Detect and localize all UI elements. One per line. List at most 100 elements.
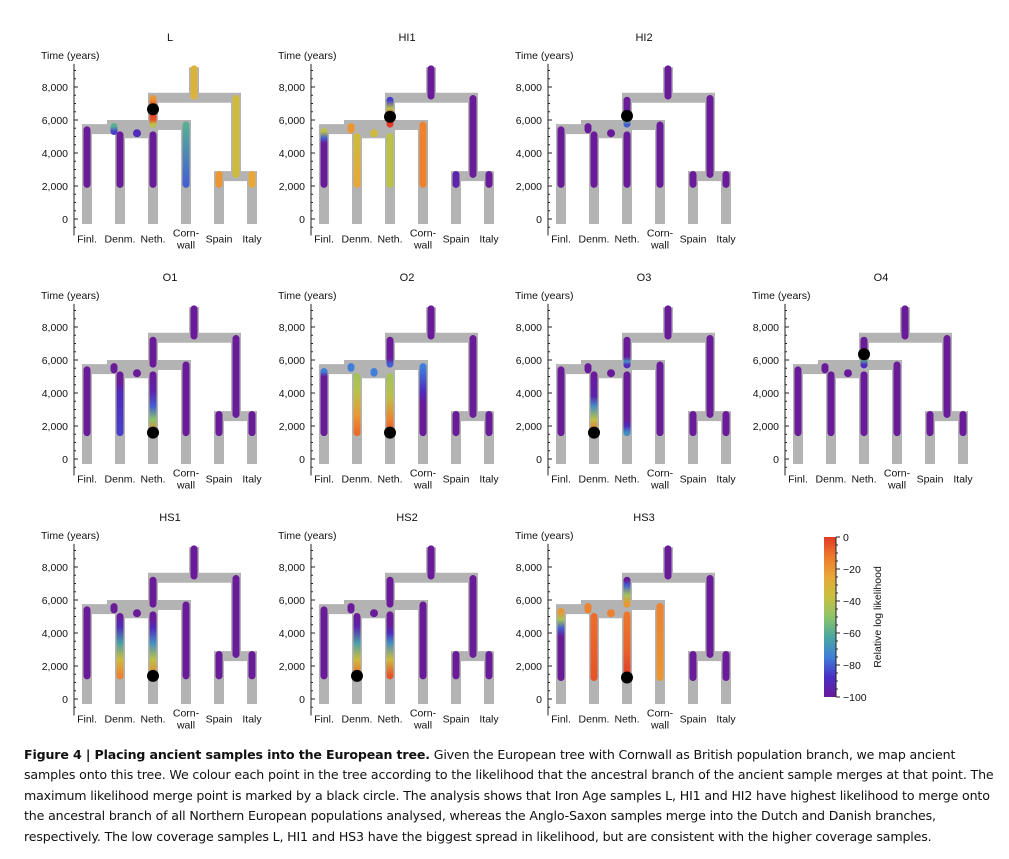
leaf-label: Denm. — [342, 234, 373, 246]
y-tick-label: 0 — [536, 454, 542, 466]
leaf-label: Corn- — [410, 228, 437, 240]
y-tick-label: 4,000 — [42, 148, 68, 160]
y-tick-label: 0 — [62, 694, 68, 706]
y-tick-label: 8,000 — [279, 82, 305, 94]
y-tick-label: 6,000 — [42, 355, 68, 367]
caption-title: Figure 4 | Placing ancient samples into … — [24, 747, 430, 762]
panel-title: HI2 — [635, 32, 652, 44]
branch-likelihood-dn — [133, 609, 141, 618]
tree-panel-o4: O4 Time (years) 0 2,000 4,000 6,000 8,000 Finl.… — [752, 272, 973, 492]
figure-panels: L Time (years) 0 2,000 4,000 6,000 8,000 Finl. D… — [41, 32, 973, 732]
branch-likelihood-dn — [607, 609, 615, 618]
colorbar-bar — [824, 537, 836, 697]
leaf-label: Corn- — [647, 468, 674, 480]
y-tick-label: 2,000 — [279, 181, 305, 193]
y-tick-label: 4,000 — [516, 148, 542, 160]
leaf-label: Italy — [716, 714, 736, 726]
y-tick-label: 0 — [536, 694, 542, 706]
panel-title: HS2 — [396, 512, 417, 524]
leaf-label: Italy — [716, 474, 736, 486]
mle-merge-point — [621, 671, 633, 684]
leaf-label: Denm. — [579, 234, 610, 246]
branch-likelihood-dn — [133, 129, 141, 138]
y-tick-label: 4,000 — [279, 628, 305, 640]
leaf-label: Denm. — [579, 474, 610, 486]
mle-merge-point — [147, 103, 159, 116]
leaf-label: wall — [413, 240, 432, 252]
leaf-label: Finl. — [551, 234, 571, 246]
colorbar: 0 −20 −40 −60 −80 −100 Relative log likelihood — [824, 532, 884, 704]
y-tick-label: 4,000 — [516, 388, 542, 400]
tree-panel-l: L Time (years) 0 2,000 4,000 6,000 8,000 Finl. D… — [41, 32, 262, 252]
leaf-label: wall — [650, 720, 669, 732]
leaf-label: Corn- — [647, 228, 674, 240]
leaf-label: wall — [413, 720, 432, 732]
leaf-label: Corn- — [410, 708, 437, 720]
y-axis-label: Time (years) — [41, 50, 100, 62]
leaf-label: Italy — [716, 234, 736, 246]
mle-merge-point — [351, 669, 363, 682]
leaf-label: Corn- — [884, 468, 911, 480]
y-tick-label: 2,000 — [279, 661, 305, 673]
y-tick-label: 0 — [62, 214, 68, 226]
mle-merge-point — [147, 669, 159, 682]
y-axis-label: Time (years) — [41, 530, 100, 542]
y-tick-label: 8,000 — [516, 322, 542, 334]
y-tick-label: 2,000 — [42, 181, 68, 193]
leaf-label: Spain — [680, 234, 707, 246]
tree-panel-hi1: HI1 Time (years) 0 2,000 4,000 6,000 8,000 Finl… — [278, 32, 499, 252]
y-tick-label: 8,000 — [42, 562, 68, 574]
y-tick-label: 2,000 — [516, 181, 542, 193]
mle-merge-point — [621, 109, 633, 122]
tree-panel-hs2: HS2 Time (years) 0 2,000 4,000 6,000 8,000 Finl… — [278, 512, 499, 732]
leaf-label: Neth. — [377, 714, 402, 726]
leaf-label: Denm. — [342, 474, 373, 486]
leaf-label: wall — [413, 480, 432, 492]
leaf-label: Denm. — [579, 714, 610, 726]
leaf-label: Denm. — [105, 474, 136, 486]
tree-panel-hi2: HI2 Time (years) 0 2,000 4,000 6,000 8,000 Finl… — [515, 32, 736, 252]
y-tick-label: 0 — [536, 214, 542, 226]
leaf-label: Denm. — [105, 714, 136, 726]
y-tick-label: 6,000 — [753, 355, 779, 367]
y-tick-label: 2,000 — [42, 421, 68, 433]
y-tick-label: 6,000 — [279, 115, 305, 127]
leaf-label: Denm. — [105, 234, 136, 246]
leaf-label: Spain — [206, 474, 233, 486]
leaf-label: Italy — [479, 234, 499, 246]
y-tick-label: 8,000 — [42, 322, 68, 334]
y-tick-label: 4,000 — [42, 628, 68, 640]
leaf-label: Spain — [680, 474, 707, 486]
leaf-label: Neth. — [140, 714, 165, 726]
panel-title: O3 — [637, 272, 652, 284]
panel-title: O1 — [163, 272, 178, 284]
mle-merge-point — [588, 426, 600, 439]
y-axis-label: Time (years) — [515, 530, 574, 542]
leaf-label: wall — [887, 480, 906, 492]
tree-panel-o2: O2 Time (years) 0 2,000 4,000 6,000 8,000 Finl.… — [278, 272, 499, 492]
leaf-label: Spain — [206, 714, 233, 726]
y-tick-label: 0 — [773, 454, 779, 466]
mle-merge-point — [147, 426, 159, 439]
caption-body: Given the European tree with Cornwall as… — [24, 747, 994, 844]
leaf-label: Spain — [443, 714, 470, 726]
y-tick-label: 2,000 — [753, 421, 779, 433]
leaf-label: wall — [176, 480, 195, 492]
panel-title: HS3 — [633, 512, 654, 524]
leaf-label: Corn- — [173, 468, 200, 480]
leaf-label: Corn- — [173, 708, 200, 720]
leaf-label: Finl. — [551, 474, 571, 486]
colorbar-tick-label: −100 — [843, 692, 867, 704]
y-tick-label: 6,000 — [516, 115, 542, 127]
tree-panel-hs3: HS3 Time (years) 0 2,000 4,000 6,000 8,000 Finl… — [515, 512, 736, 732]
panel-title: L — [167, 32, 173, 44]
y-tick-label: 6,000 — [516, 595, 542, 607]
branch-likelihood-dn — [844, 369, 852, 378]
leaf-label: Italy — [242, 474, 262, 486]
leaf-label: Finl. — [77, 234, 97, 246]
y-tick-label: 6,000 — [42, 595, 68, 607]
y-tick-label: 4,000 — [753, 388, 779, 400]
leaf-label: Neth. — [614, 234, 639, 246]
leaf-label: Neth. — [851, 474, 876, 486]
y-tick-label: 6,000 — [279, 355, 305, 367]
